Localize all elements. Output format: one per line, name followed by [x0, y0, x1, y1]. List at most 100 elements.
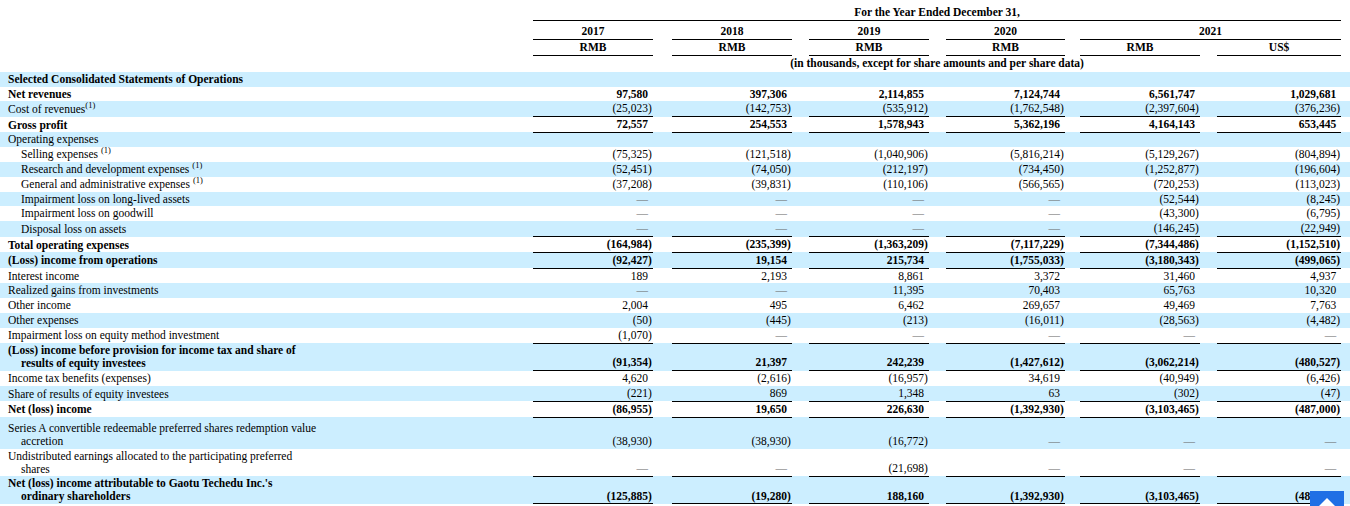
- cell-value: [1080, 132, 1200, 147]
- table-row: Impairment loss on equity method investm…: [0, 328, 1350, 343]
- cell-value: (1,427,612): [946, 343, 1065, 371]
- scroll-to-top-button[interactable]: [1310, 491, 1344, 506]
- cell-value: 495: [672, 298, 792, 313]
- table-row: Selling expenses(1)(75,325)(121,518)(1,0…: [0, 147, 1350, 162]
- footnote-marker: (1): [193, 177, 203, 185]
- cell-value: (28,563): [1080, 313, 1200, 328]
- cell-value: 7,763: [1217, 298, 1341, 313]
- footnote-marker: (1): [85, 101, 95, 110]
- cell-value: [946, 132, 1065, 147]
- cell-value: (16,957): [809, 371, 929, 386]
- cell-value: (1,392,930): [946, 401, 1065, 417]
- row-label: Operating expenses: [0, 132, 533, 147]
- cell-value: 49,469: [1080, 298, 1200, 313]
- cell-value: —: [946, 449, 1065, 477]
- cell-value: (1,070): [533, 328, 653, 343]
- cell-value: (86,955): [533, 401, 653, 417]
- cell-value: (3,180,343): [1080, 252, 1200, 268]
- cell-value: 19,154: [672, 252, 792, 268]
- cell-value: 189: [533, 268, 653, 283]
- table-row: (Loss) income before provision for incom…: [0, 343, 1350, 371]
- year-header-2020: 2020: [946, 21, 1065, 40]
- cell-value: 269,657: [946, 298, 1065, 313]
- cell-value: 34,619: [946, 371, 1065, 386]
- cell-value: (25,023): [533, 101, 653, 116]
- row-label: Other income: [0, 298, 533, 313]
- financial-table: For the Year Ended December 31, 2017 201…: [0, 0, 1350, 506]
- currency-header: RMB: [1080, 40, 1200, 56]
- cell-value: —: [672, 283, 792, 298]
- row-label: Net (loss) income attributable to Gaotu …: [0, 476, 533, 504]
- row-label: Disposal loss on assets: [0, 221, 533, 236]
- cell-value: —: [1217, 328, 1341, 343]
- cell-value: (1,040,906): [809, 147, 929, 162]
- cell-value: (5,816,214): [946, 147, 1065, 162]
- cell-value: [809, 132, 929, 147]
- cell-value: [533, 132, 653, 147]
- cell-value: —: [809, 328, 929, 343]
- cell-value: —: [533, 283, 653, 298]
- cell-value: 254,553: [672, 117, 792, 133]
- cell-value: (212,197): [809, 162, 929, 177]
- cell-value: 188,160: [809, 476, 929, 504]
- cell-value: 31,460: [1080, 268, 1200, 283]
- cell-value: 397,306: [672, 87, 792, 102]
- cell-value: —: [946, 417, 1065, 449]
- currency-header: RMB: [533, 40, 653, 56]
- cell-value: 226,630: [809, 401, 929, 417]
- row-label: Net revenues: [0, 87, 533, 102]
- cell-value: (3,103,465): [1080, 476, 1200, 504]
- cell-value: —: [533, 192, 653, 207]
- cell-value: (125,885): [533, 476, 653, 504]
- table-row: Impairment loss on goodwill————(43,300)(…: [0, 206, 1350, 221]
- year-header-row: 2017 2018 2019 2020 2021: [0, 21, 1350, 40]
- cell-value: [1080, 72, 1200, 87]
- cell-value: 215,734: [809, 252, 929, 268]
- period-header: For the Year Ended December 31,: [533, 0, 1341, 21]
- table-row: Total operating expenses(164,984)(235,39…: [0, 237, 1350, 253]
- cell-value: [672, 72, 792, 87]
- cell-value: 72,557: [533, 117, 653, 133]
- cell-value: [1217, 132, 1341, 147]
- row-label: Selected Consolidated Statements of Oper…: [0, 72, 533, 87]
- cell-value: 10,320: [1217, 283, 1341, 298]
- table-row: Disposal loss on assets————(146,245)(22,…: [0, 221, 1350, 236]
- cell-value: (4,482): [1217, 313, 1341, 328]
- cell-value: 1,029,681: [1217, 87, 1341, 102]
- cell-value: 7,124,744: [946, 87, 1065, 102]
- cell-value: [533, 72, 653, 87]
- cell-value: (6,426): [1217, 371, 1341, 386]
- cell-value: 21,397: [672, 343, 792, 371]
- cell-value: 65,763: [1080, 283, 1200, 298]
- cell-value: (146,245): [1080, 221, 1200, 236]
- cell-value: (16,011): [946, 313, 1065, 328]
- cell-value: (804,894): [1217, 147, 1341, 162]
- cell-value: (2,397,604): [1080, 101, 1200, 116]
- footnote-marker: (1): [192, 162, 202, 170]
- row-label: Impairment loss on equity method investm…: [0, 328, 533, 343]
- table-row: Research and development expenses(1)(52,…: [0, 162, 1350, 177]
- row-label: General and administrative expenses(1): [0, 177, 533, 192]
- cell-value: —: [533, 221, 653, 236]
- currency-header: RMB: [946, 40, 1065, 56]
- row-label: Series A convertible redeemable preferre…: [0, 417, 533, 449]
- cell-value: —: [672, 221, 792, 236]
- cell-value: —: [809, 206, 929, 221]
- cell-value: (52,451): [533, 162, 653, 177]
- cell-value: (499,065): [1217, 252, 1341, 268]
- cell-value: (3,103,465): [1080, 401, 1200, 417]
- cell-value: —: [533, 449, 653, 477]
- year-header-2018: 2018: [672, 21, 792, 40]
- chevron-up-icon: [1318, 498, 1336, 506]
- cell-value: (40,949): [1080, 371, 1200, 386]
- cell-value: (113,023): [1217, 177, 1341, 192]
- table-row: Gross profit72,557254,5531,578,9435,362,…: [0, 117, 1350, 133]
- cell-value: (19,280): [672, 476, 792, 504]
- table-row: Undistributed earnings allocated to the …: [0, 449, 1350, 477]
- row-label: Income tax benefits (expenses): [0, 371, 533, 386]
- cell-value: (47): [1217, 386, 1341, 401]
- cell-value: (142,753): [672, 101, 792, 116]
- cell-value: (74,050): [672, 162, 792, 177]
- cell-value: (734,450): [946, 162, 1065, 177]
- units-note-row: (in thousands, except for share amounts …: [0, 56, 1350, 72]
